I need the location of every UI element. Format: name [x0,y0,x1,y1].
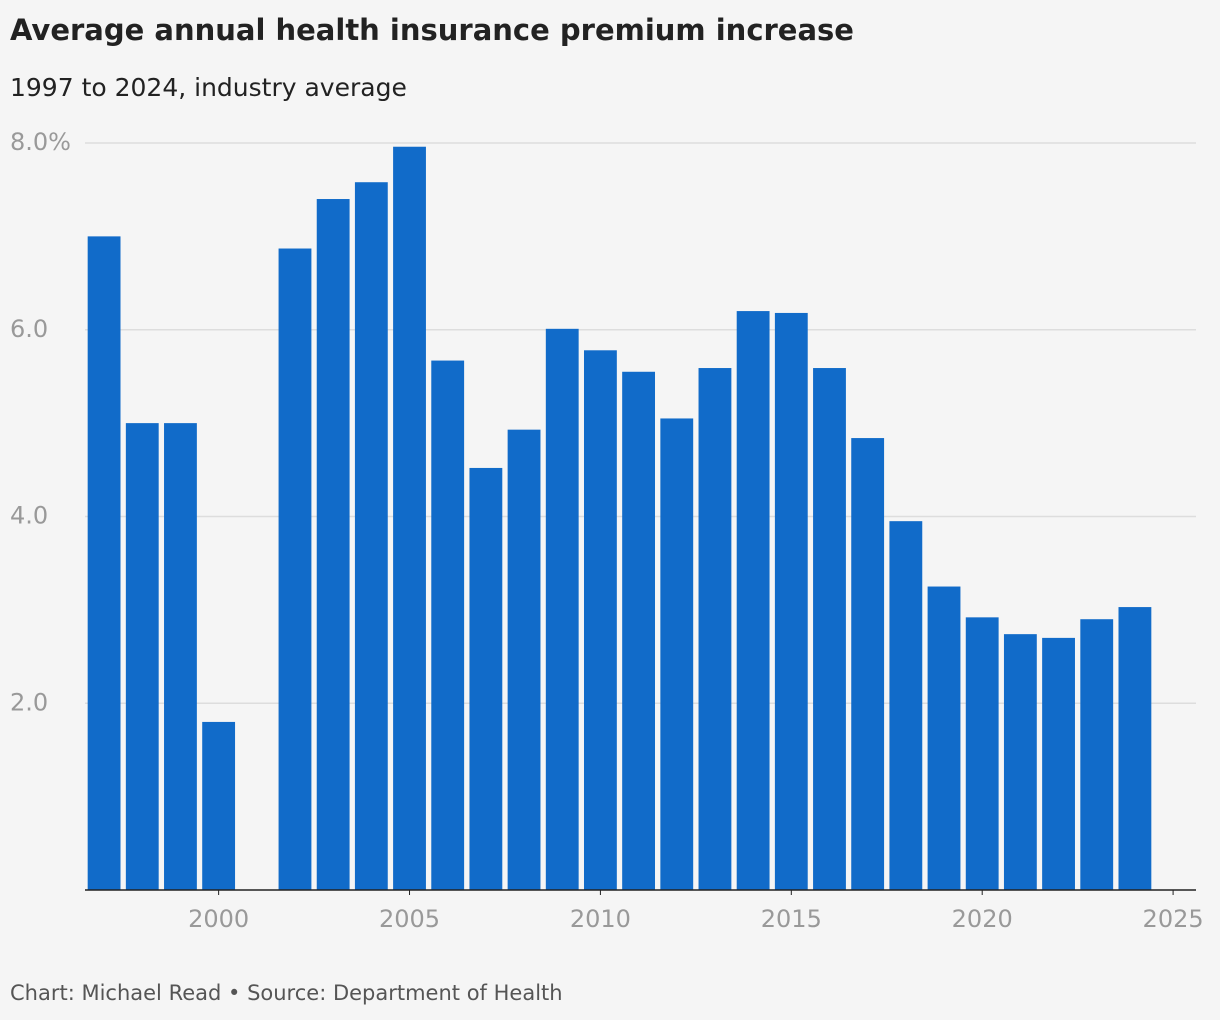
bar [660,418,694,890]
y-tick-label: 2.0 [10,688,48,716]
bar [1003,634,1037,890]
bar [164,423,197,890]
bar [393,146,426,891]
bar [736,311,770,890]
y-tick-label: 8.0% [10,128,71,156]
x-tick-label: 2020 [952,905,1013,933]
bar [316,199,350,890]
chart-subtitle: 1997 to 2024, industry average [10,73,407,102]
x-tick-label: 2005 [379,905,440,933]
bar [354,182,388,890]
bar [1042,637,1075,890]
bar [125,423,159,890]
chart-footer: Chart: Michael Read • Source: Department… [10,981,563,1005]
chart-title: Average annual health insurance premium … [10,13,854,47]
bar [774,312,808,890]
bar [1118,607,1152,890]
bar [813,368,846,890]
bar [431,360,465,891]
bar [698,368,732,890]
bar [278,248,312,891]
bar [583,350,617,891]
bar [1080,619,1114,890]
bar [889,521,923,890]
bar [202,721,236,890]
x-tick-label: 2015 [761,905,822,933]
bar [87,236,121,890]
x-tick-label: 2025 [1143,905,1204,933]
y-tick-label: 4.0 [10,502,48,530]
bar [507,429,541,890]
bar [927,586,961,890]
x-tick-label: 2000 [188,905,249,933]
bar [965,617,999,890]
y-tick-label: 6.0 [10,315,48,343]
bar [622,371,656,890]
bar [545,328,579,890]
x-tick-label: 2010 [570,905,631,933]
bar [851,438,885,890]
bar [469,467,503,890]
